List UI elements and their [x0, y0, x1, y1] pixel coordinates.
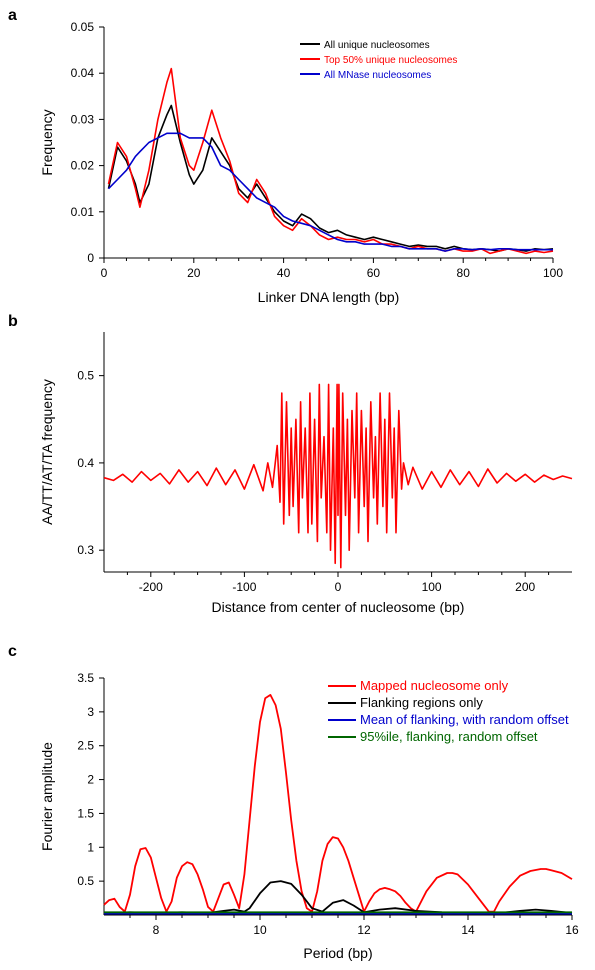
y-tick-label: 0.5	[77, 874, 94, 888]
x-tick-label: 80	[457, 266, 471, 280]
y-tick-label: 2	[87, 773, 94, 787]
legend-label: Mapped nucleosome only	[360, 678, 509, 693]
x-tick-label: 0	[335, 580, 342, 594]
y-tick-label: 0.05	[71, 20, 95, 34]
x-tick-label: 16	[565, 923, 579, 937]
x-tick-label: 10	[253, 923, 267, 937]
legend-label: All MNase nucleosomes	[324, 70, 431, 81]
y-tick-label: 2.5	[77, 739, 94, 753]
x-tick-label: 0	[101, 266, 108, 280]
x-tick-label: -200	[139, 580, 163, 594]
y-tick-label: 0.5	[77, 369, 94, 383]
legend-label: 95%ile, flanking, random offset	[360, 729, 538, 744]
chart-linker-length: 0 20 40 60 80 100 0 0.01 0.02 0.03 0.04 0.05 Linker …	[39, 20, 563, 305]
y-tick-label: 3.5	[77, 671, 94, 685]
y-tick-label: 0.4	[77, 456, 94, 470]
x-tick-label: 100	[543, 266, 563, 280]
y-tick-label: 0.02	[71, 159, 95, 173]
x-axis-label: Period (bp)	[303, 945, 372, 961]
y-axis-label: Fourier amplitude	[39, 742, 55, 851]
y-tick-label: 0.3	[77, 543, 94, 557]
x-tick-label: 40	[277, 266, 291, 280]
series-line-1	[107, 104, 554, 252]
legend-label: Mean of flanking, with random offset	[360, 712, 569, 727]
x-tick-label: 20	[187, 266, 201, 280]
series-line-3	[107, 132, 553, 252]
legend-label: Top 50% unique nucleosomes	[324, 55, 457, 66]
legend-label: All unique nucleosomes	[324, 40, 430, 51]
y-tick-label: 0.03	[71, 112, 95, 126]
y-axis-label: Frequency	[39, 109, 55, 175]
series-line-2	[107, 67, 554, 255]
y-tick-label: 1	[87, 840, 94, 854]
y-tick-label: 1.5	[77, 806, 94, 820]
x-tick-label: 60	[367, 266, 381, 280]
y-tick-label: 0	[87, 251, 94, 265]
x-tick-label: 8	[153, 923, 160, 937]
chart-dinucleotide-frequency: -200 -100 0 100 200 0.3 0.4 0.5 Distance from ce…	[39, 332, 573, 615]
y-tick-label: 0.04	[71, 66, 95, 80]
x-tick-label: 12	[357, 923, 371, 937]
y-axis-label: AA/TT/AT/TA frequency	[39, 379, 55, 525]
y-tick-label: 3	[87, 705, 94, 719]
x-tick-label: 100	[422, 580, 442, 594]
series-line-1	[103, 383, 573, 569]
x-axis-label: Distance from center of nucleosome (bp)	[212, 599, 465, 615]
x-tick-label: -100	[232, 580, 256, 594]
x-axis-label: Linker DNA length (bp)	[258, 289, 400, 305]
y-tick-label: 0.01	[71, 205, 95, 219]
panel-c-letter: c	[8, 643, 17, 660]
panel-a-letter: a	[8, 7, 17, 24]
x-tick-label: 200	[515, 580, 535, 594]
panel-b-letter: b	[8, 313, 18, 330]
legend-label: Flanking regions only	[360, 695, 483, 710]
chart-fourier-amplitude: 8 10 12 14 16 0.5 1 1.5 2 2.5 3 3.5 Period (bp) Fouri…	[39, 671, 579, 961]
series-line-1	[103, 694, 573, 913]
x-tick-label: 14	[461, 923, 475, 937]
